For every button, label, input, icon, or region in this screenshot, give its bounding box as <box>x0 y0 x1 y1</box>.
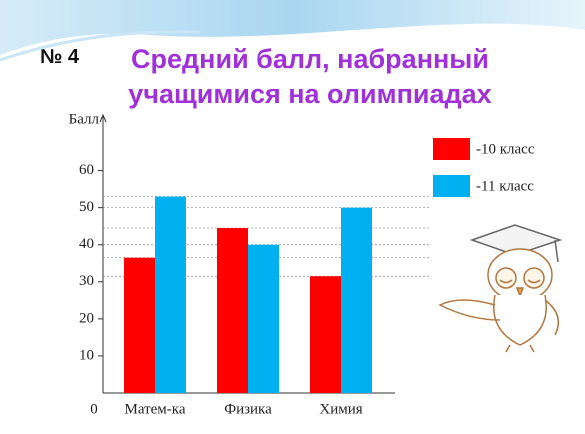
slide-number: № 4 <box>40 46 79 68</box>
legend-label: -10 класс <box>476 141 535 157</box>
bar <box>124 257 155 393</box>
y-tick-label: 50 <box>79 199 94 215</box>
legend-swatch <box>433 175 470 197</box>
bar <box>155 196 186 393</box>
legend-label: -11 класс <box>476 178 534 194</box>
bar <box>341 207 372 393</box>
x-tick-label: Физика <box>224 401 272 417</box>
header-wave <box>0 0 585 55</box>
x-tick-label: Матем-ка <box>124 401 185 417</box>
y-axis-label: Балл <box>69 111 100 127</box>
bar <box>217 228 248 393</box>
header-wave-line <box>0 30 201 62</box>
y-tick-label: 40 <box>79 236 94 252</box>
y-tick-label: 20 <box>79 310 94 326</box>
owl-illustration <box>438 224 563 353</box>
y-tick-label: 10 <box>79 347 94 363</box>
y-tick-label: 30 <box>79 273 94 289</box>
chart-title: Средний балл, набранный учащимися на оли… <box>128 44 492 109</box>
bar <box>310 276 341 393</box>
legend-swatch <box>433 138 470 160</box>
y-tick-label: 60 <box>79 162 94 178</box>
x-tick-label: Химия <box>319 401 362 417</box>
bar <box>248 244 279 393</box>
y-axis-arrow <box>99 113 107 123</box>
y-tick-label: 0 <box>90 401 98 417</box>
